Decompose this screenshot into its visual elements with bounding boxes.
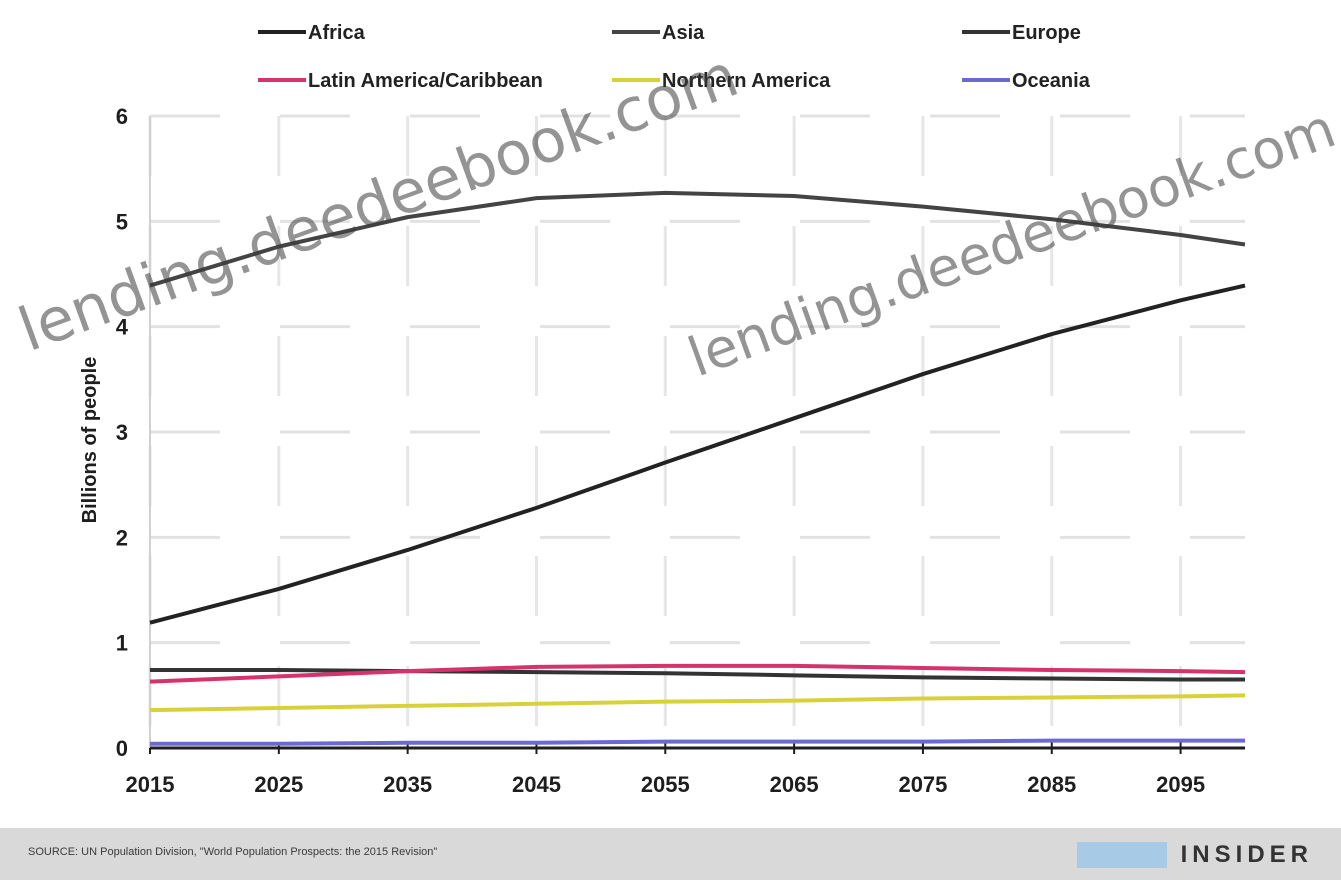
x-tick-label: 2025: [254, 772, 303, 797]
x-tick-label: 2015: [126, 772, 175, 797]
legend-label: Europe: [1012, 22, 1081, 44]
legend-label: Latin America/Caribbean: [308, 70, 543, 92]
y-axis-title: Billions of people: [79, 357, 101, 524]
x-tick-label: 2085: [1027, 772, 1076, 797]
y-tick-label: 0: [116, 736, 128, 761]
legend-label: Northern America: [662, 70, 831, 92]
x-tick-label: 2095: [1156, 772, 1205, 797]
series-line-oceania: [150, 738, 1245, 746]
y-tick-label: 5: [116, 209, 128, 234]
brand: INSIDER: [1076, 840, 1313, 870]
series-line-northern-america: [149, 693, 1246, 713]
population-line-chart: 0 1 2 3 4 5 6 2015 2025 2035 2045 2055 2065 2075 2085 2…: [79, 22, 1246, 797]
series-line-asia: [149, 190, 1246, 288]
y-tick-label: 3: [116, 420, 128, 445]
series-line-latin-america-caribbean: [149, 663, 1246, 684]
chart-footer: SOURCE: UN Population Division, "World P…: [0, 828, 1341, 880]
legend-label: Oceania: [1012, 70, 1091, 92]
brand-name: INSIDER: [1180, 841, 1313, 868]
x-tick-label: 2045: [512, 772, 561, 797]
axes: 0 1 2 3 4 5 6 2015 2025 2035 2045 2055 2065 2075 2085 2…: [116, 104, 1245, 797]
y-tick-label: 2: [116, 525, 128, 550]
x-tick-label: 2075: [898, 772, 947, 797]
x-tick-label: 2065: [770, 772, 819, 797]
y-tick-label: 1: [116, 631, 128, 656]
y-tick-label: 4: [116, 315, 129, 340]
series-line-africa: [149, 283, 1246, 625]
series-line-europe: [150, 668, 1245, 682]
y-tick-label: 6: [116, 104, 128, 129]
x-tick-label: 2035: [383, 772, 432, 797]
legend-label: Africa: [308, 22, 366, 44]
legend-label: Asia: [662, 22, 705, 44]
brand-logo: [1076, 842, 1167, 868]
grid-lines: [148, 114, 1245, 748]
series-lines: [149, 190, 1246, 746]
x-tick-label: 2055: [641, 772, 690, 797]
source-note: SOURCE: UN Population Division, "World P…: [28, 846, 438, 858]
legend: Africa Asia Europe Latin America/Caribbean N…: [258, 22, 1091, 92]
